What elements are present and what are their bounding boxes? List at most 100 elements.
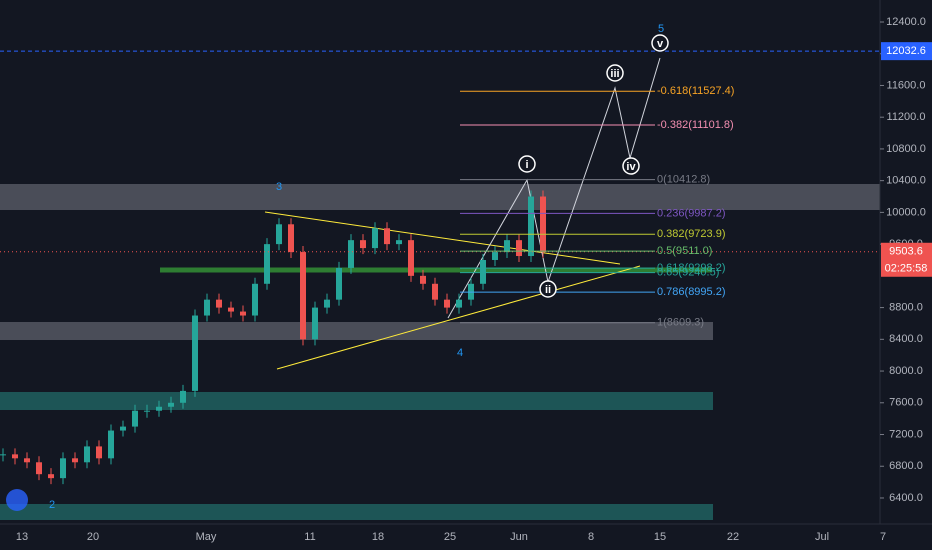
time-label: 13 <box>16 531 28 543</box>
marker-tag <box>881 42 932 61</box>
time-label: 20 <box>87 531 99 543</box>
wave-circle <box>606 64 624 82</box>
fib-label: 1(8609.3) <box>657 317 704 329</box>
candle <box>432 283 438 300</box>
candle <box>372 228 378 249</box>
candle <box>384 228 390 245</box>
fib-label: 0.382(9723.9) <box>657 228 726 240</box>
candle <box>192 315 198 391</box>
fib-label: 0.5(9511.0) <box>657 245 712 257</box>
price-label: 8400.0 <box>889 333 923 345</box>
candle <box>48 474 54 479</box>
candle <box>288 224 294 253</box>
candle <box>408 240 414 276</box>
candle <box>360 240 366 249</box>
price-label: 6400.0 <box>889 492 923 504</box>
candle <box>96 446 102 459</box>
wave-path <box>447 57 661 319</box>
candle <box>276 224 282 245</box>
demand-zone <box>0 504 713 520</box>
wave-label: 5 <box>658 23 664 35</box>
candle <box>528 196 534 257</box>
candle <box>24 458 30 463</box>
wave-circle <box>539 280 557 298</box>
fib-label: 0.65(9240.5) <box>657 267 719 279</box>
candle <box>300 252 306 340</box>
resistance-zone <box>0 184 880 210</box>
candle <box>180 390 186 403</box>
time-label: 11 <box>304 531 315 543</box>
logo[interactable] <box>6 489 28 511</box>
price-tag <box>881 242 932 277</box>
current-price: 9503.6 <box>889 246 923 258</box>
candle <box>144 410 150 412</box>
candle <box>504 240 510 253</box>
candle <box>336 267 342 300</box>
price-label: 8800.0 <box>889 301 923 313</box>
wave-label: 3 <box>276 181 282 193</box>
candle <box>396 240 402 245</box>
marker-price: 12032.6 <box>886 45 926 57</box>
price-label: 10800.0 <box>886 143 926 155</box>
wave-roman: iv <box>626 161 636 173</box>
candle <box>312 307 318 340</box>
candle <box>132 410 138 427</box>
fib-label: 0(10412.8) <box>657 174 710 186</box>
candle <box>0 454 6 456</box>
candle <box>60 458 66 479</box>
time-label: May <box>196 531 217 543</box>
candle <box>12 454 18 459</box>
candle <box>348 240 354 268</box>
fib-label: 0.618(9298.2) <box>657 262 726 274</box>
wave-label: 2 <box>49 499 55 511</box>
wave-circle <box>518 155 536 173</box>
candle <box>420 275 426 284</box>
fib-label: -0.382(11101.8) <box>657 119 734 131</box>
wave-roman: i <box>525 159 528 171</box>
wave-roman: ii <box>545 284 551 296</box>
wave-circle <box>651 34 669 52</box>
time-label: 25 <box>444 531 456 543</box>
time-label: 7 <box>880 531 886 543</box>
time-label: 22 <box>727 531 739 543</box>
price-label: 10400.0 <box>886 175 926 187</box>
fib-label: 0.786(8995.2) <box>657 286 726 298</box>
candle <box>324 299 330 308</box>
wave-roman: iii <box>610 68 619 80</box>
price-label: 11600.0 <box>887 79 926 91</box>
price-label: 11200.0 <box>887 111 926 123</box>
candle <box>252 283 258 316</box>
candle <box>228 307 234 312</box>
price-label: 12400.0 <box>886 16 926 28</box>
candle <box>240 311 246 316</box>
candle <box>84 446 90 463</box>
price-label: 10000.0 <box>886 206 926 218</box>
candle <box>216 299 222 308</box>
price-label: 8000.0 <box>889 365 923 377</box>
support-zone <box>0 322 713 340</box>
candle <box>108 430 114 459</box>
candle <box>456 299 462 308</box>
fib-label: -0.618(11527.4) <box>657 85 734 97</box>
candle <box>72 458 78 463</box>
wave-label: 4 <box>457 347 463 359</box>
countdown: 02:25:58 <box>885 263 928 275</box>
candle <box>516 240 522 257</box>
time-label: Jul <box>815 531 829 543</box>
price-label: 7600.0 <box>889 397 923 409</box>
candle <box>492 252 498 260</box>
candle <box>204 299 210 316</box>
wave-circle <box>622 157 640 175</box>
axes: 12400.012000.011600.011200.010800.010400… <box>16 16 932 543</box>
candle <box>156 406 162 411</box>
demand-zone <box>0 392 713 410</box>
candle <box>264 244 270 284</box>
overlay: -0.618(11527.4) -0.382(11101.8) 0(10412.8)… <box>0 23 880 511</box>
candle <box>168 402 174 407</box>
candle <box>480 259 486 284</box>
time-label: Jun <box>510 531 528 543</box>
time-label: 8 <box>588 531 594 543</box>
candle <box>540 196 546 253</box>
